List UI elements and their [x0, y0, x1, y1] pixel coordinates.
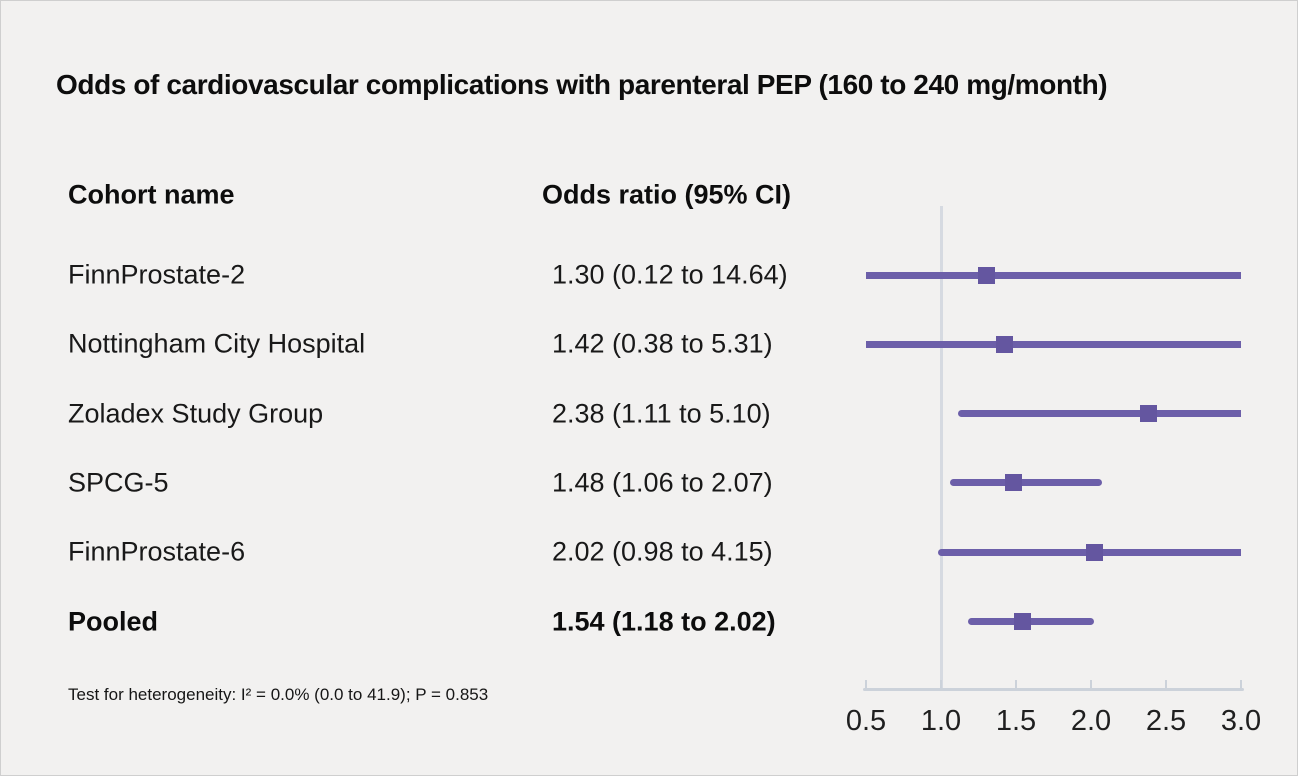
odds-ratio-value: 1.42 (0.38 to 5.31) [552, 328, 773, 359]
ci-line [866, 340, 1241, 348]
ci-line [957, 410, 1241, 418]
point-estimate-marker [1139, 405, 1157, 423]
point-estimate-marker [995, 335, 1013, 353]
odds-ratio-value: 1.30 (0.12 to 14.64) [552, 259, 788, 290]
x-axis-tick-label: 1.0 [920, 705, 962, 737]
cohort-label: Pooled [68, 606, 159, 636]
x-axis-tick-label: 2.5 [1145, 705, 1187, 737]
x-axis-line [863, 688, 1244, 691]
cohort-label: Zoladex Study Group [68, 398, 324, 429]
ci-line [968, 618, 1094, 625]
cohort-label: SPCG-5 [68, 467, 169, 498]
ci-line [866, 271, 1241, 279]
heterogeneity-footnote: Test for heterogeneity: I² = 0.0% (0.0 t… [68, 685, 489, 704]
odds-ratio-value: 2.02 (0.98 to 4.15) [552, 536, 773, 567]
odds-ratio-value: 1.48 (1.06 to 2.07) [552, 467, 773, 498]
point-estimate-marker [1004, 474, 1022, 492]
ci-line [950, 479, 1102, 487]
x-axis-tick-label: 0.5 [845, 705, 887, 737]
cohort-label: Nottingham City Hospital [68, 328, 366, 359]
column-header-odds-ratio: Odds ratio (95% CI) [542, 179, 792, 210]
point-estimate-marker [977, 266, 995, 284]
x-axis-tick-label: 2.0 [1070, 705, 1112, 737]
point-estimate-marker [1085, 543, 1103, 561]
x-axis-tick-1.0 [940, 680, 942, 688]
x-axis-tick-3.0 [1240, 680, 1242, 688]
x-axis-tick-1.5 [1015, 680, 1017, 688]
point-estimate-marker [1013, 613, 1031, 630]
x-axis-tick-label: 1.5 [995, 705, 1037, 737]
column-header-cohort: Cohort name [68, 179, 235, 210]
x-axis-tick-label: 3.0 [1220, 705, 1262, 737]
reference-line-1 [939, 206, 943, 689]
x-axis-tick-2.5 [1165, 680, 1167, 688]
x-axis-tick-0.5 [865, 680, 867, 688]
chart-title: Odds of cardiovascular complications wit… [56, 69, 1108, 100]
odds-ratio-value: 2.38 (1.11 to 5.10) [552, 398, 771, 429]
odds-ratio-value: 1.54 (1.18 to 2.02) [552, 606, 776, 636]
cohort-label: FinnProstate-2 [68, 259, 246, 290]
x-axis-tick-2.0 [1090, 680, 1092, 688]
cohort-label: FinnProstate-6 [68, 536, 246, 567]
